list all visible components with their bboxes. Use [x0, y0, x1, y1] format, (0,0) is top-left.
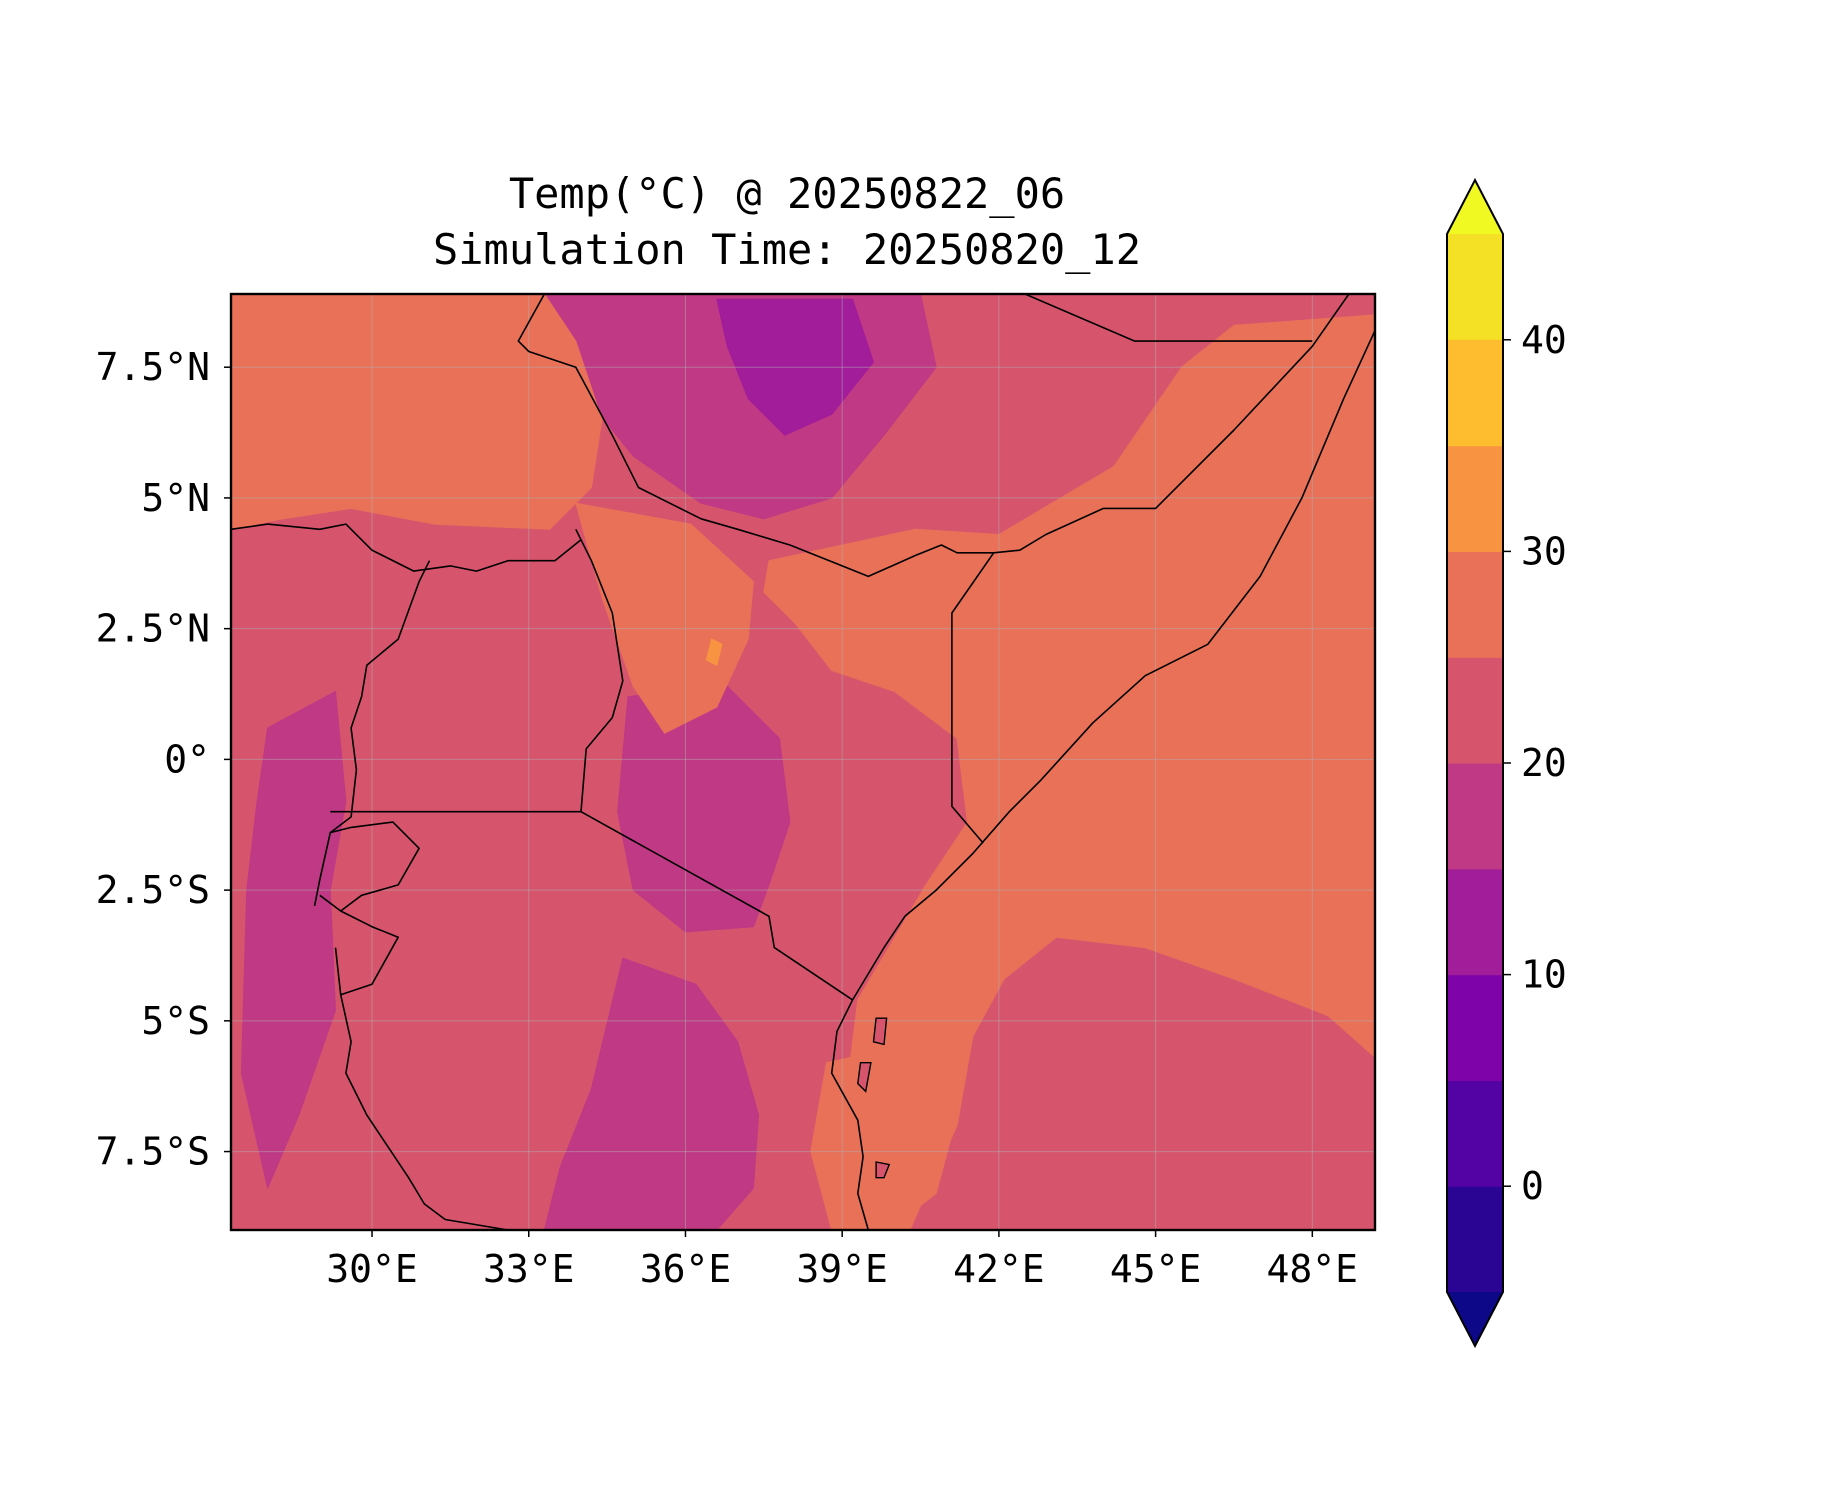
colorbar-under-extension	[1447, 1292, 1503, 1346]
y-tick-label: 5°N	[141, 476, 210, 520]
temperature-field	[231, 294, 1375, 1230]
colorbar-band	[1447, 1186, 1503, 1293]
field-region-eastern-lowlands	[763, 314, 1375, 1230]
y-tick-label: 2.5°S	[96, 868, 210, 912]
colorbar-band	[1447, 1080, 1503, 1187]
colorbar-tick-label: 10	[1521, 953, 1567, 997]
y-tick-label: 5°S	[141, 999, 210, 1043]
colorbar-band	[1447, 974, 1503, 1081]
country-boundary	[517, 294, 994, 578]
country-boundary	[313, 560, 431, 906]
island-mafia	[875, 1161, 891, 1179]
country-boundary	[231, 523, 582, 572]
x-tick-label: 30°E	[326, 1247, 418, 1291]
colorbar-tick-label: 20	[1521, 741, 1567, 785]
field-region-tanzania-highlands	[543, 957, 760, 1230]
colorbar-band	[1447, 445, 1503, 552]
country-boundary	[1024, 294, 1313, 342]
title-line-2: Simulation Time: 20250820_12	[433, 225, 1141, 274]
colorbar: 0 10 20 30 40	[1446, 177, 1567, 1349]
colorbar-tick-label: 0	[1521, 1164, 1544, 1208]
gridlines	[231, 294, 1375, 1230]
field-region-turkana-corridor	[575, 502, 754, 734]
title-line-1: Temp(°C) @ 20250822_06	[509, 169, 1065, 218]
x-tick-label: 36°E	[640, 1247, 732, 1291]
country-boundary	[993, 294, 1350, 554]
colorbar-band	[1447, 551, 1503, 658]
x-tick-label: 48°E	[1267, 1247, 1359, 1291]
colorbar-band	[1447, 234, 1503, 340]
x-axis-ticks: 30°E 33°E 36°E 39°E 42°E 45°E 48°E	[326, 1230, 1358, 1291]
y-tick-label: 2.5°N	[96, 607, 210, 651]
x-tick-label: 45°E	[1110, 1247, 1202, 1291]
country-boundary	[340, 910, 400, 996]
y-tick-label: 7.5°N	[96, 345, 210, 389]
country-boundaries	[231, 294, 1375, 1230]
colorbar-tick-label: 30	[1521, 529, 1567, 573]
colorbar-band	[1447, 339, 1503, 447]
field-region-kenya-rift-highlands	[617, 685, 791, 933]
country-boundary	[334, 947, 509, 1230]
x-tick-label: 39°E	[796, 1247, 888, 1291]
colorbar-band	[1447, 763, 1503, 870]
y-tick-label: 7.5°S	[96, 1130, 210, 1174]
island-zanzibar	[857, 1061, 872, 1093]
x-tick-label: 33°E	[483, 1247, 575, 1291]
country-boundary	[951, 552, 995, 844]
colorbar-over-extension	[1447, 180, 1503, 234]
colorbar-band	[1447, 868, 1503, 976]
map-area	[229, 292, 1377, 1232]
field-region-south-sudan-plains	[231, 294, 603, 530]
y-tick-label: 0°	[164, 737, 210, 781]
island-pemba	[872, 1017, 888, 1046]
field-region-inland-tanzania-band	[810, 1041, 958, 1230]
map-frame	[229, 292, 1377, 1232]
field-region-albertine-rift-west	[240, 690, 347, 1189]
field-region-rift-warm-pocket	[705, 638, 723, 666]
country-boundary	[580, 811, 854, 1001]
y-axis-ticks: 7.5°N 5°N 2.5°N 0° 2.5°S 5°S 7.5°S	[96, 345, 231, 1174]
country-boundary	[319, 821, 420, 912]
colorbar-band	[1447, 657, 1503, 764]
coastline	[830, 330, 1375, 1230]
colorbar-tick-label: 40	[1521, 318, 1567, 362]
colorbar-outline	[1446, 177, 1504, 1349]
country-boundary	[575, 528, 624, 812]
x-tick-label: 42°E	[953, 1247, 1045, 1291]
